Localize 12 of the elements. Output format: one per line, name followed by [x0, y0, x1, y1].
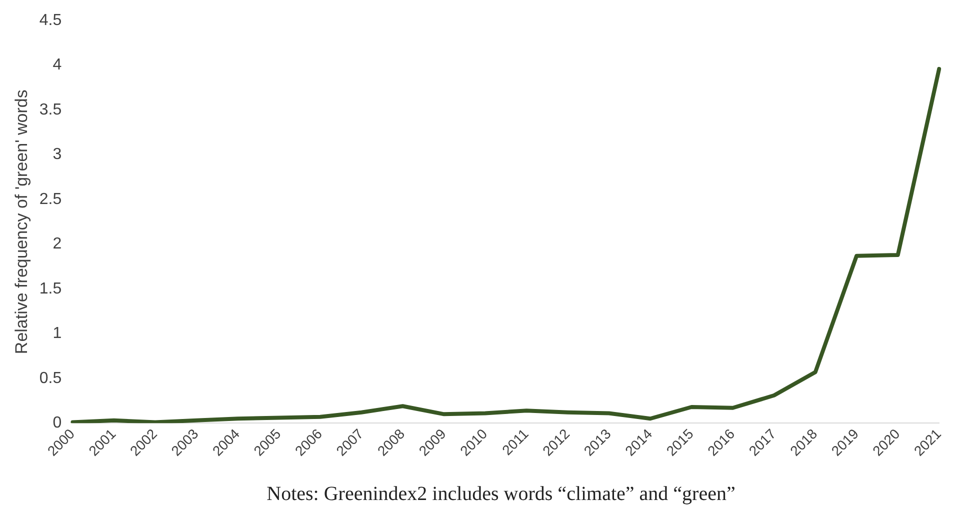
y-tick-label: 0.5 — [39, 370, 62, 387]
y-tick-label: 2.5 — [39, 190, 62, 208]
y-tick-label: 0 — [52, 414, 62, 432]
y-tick-label: 1 — [52, 325, 62, 342]
y-tick-label: 3.5 — [39, 101, 62, 118]
y-tick-label: 3 — [52, 146, 62, 164]
y-axis-title: Relative frequency of 'green' words — [12, 90, 31, 354]
y-tick-label: 4 — [52, 56, 62, 74]
y-tick-label: 2 — [52, 236, 62, 253]
y-tick-label: 4.5 — [39, 12, 62, 30]
text: Notes: Greenindex2 includes words “climate” and “green” — [266, 483, 736, 506]
y-tick-label: 1.5 — [39, 280, 62, 298]
